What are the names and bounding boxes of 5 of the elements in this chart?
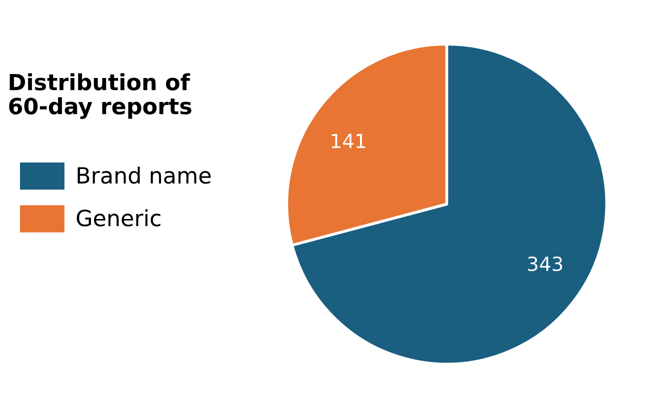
legend-label: Brand name	[78, 166, 211, 184]
legend-label: Generic	[76, 209, 160, 226]
data-label: 141	[332, 134, 366, 148]
text: Distribution of 60-day reports	[9, 73, 192, 119]
data-label: 343	[528, 256, 562, 272]
